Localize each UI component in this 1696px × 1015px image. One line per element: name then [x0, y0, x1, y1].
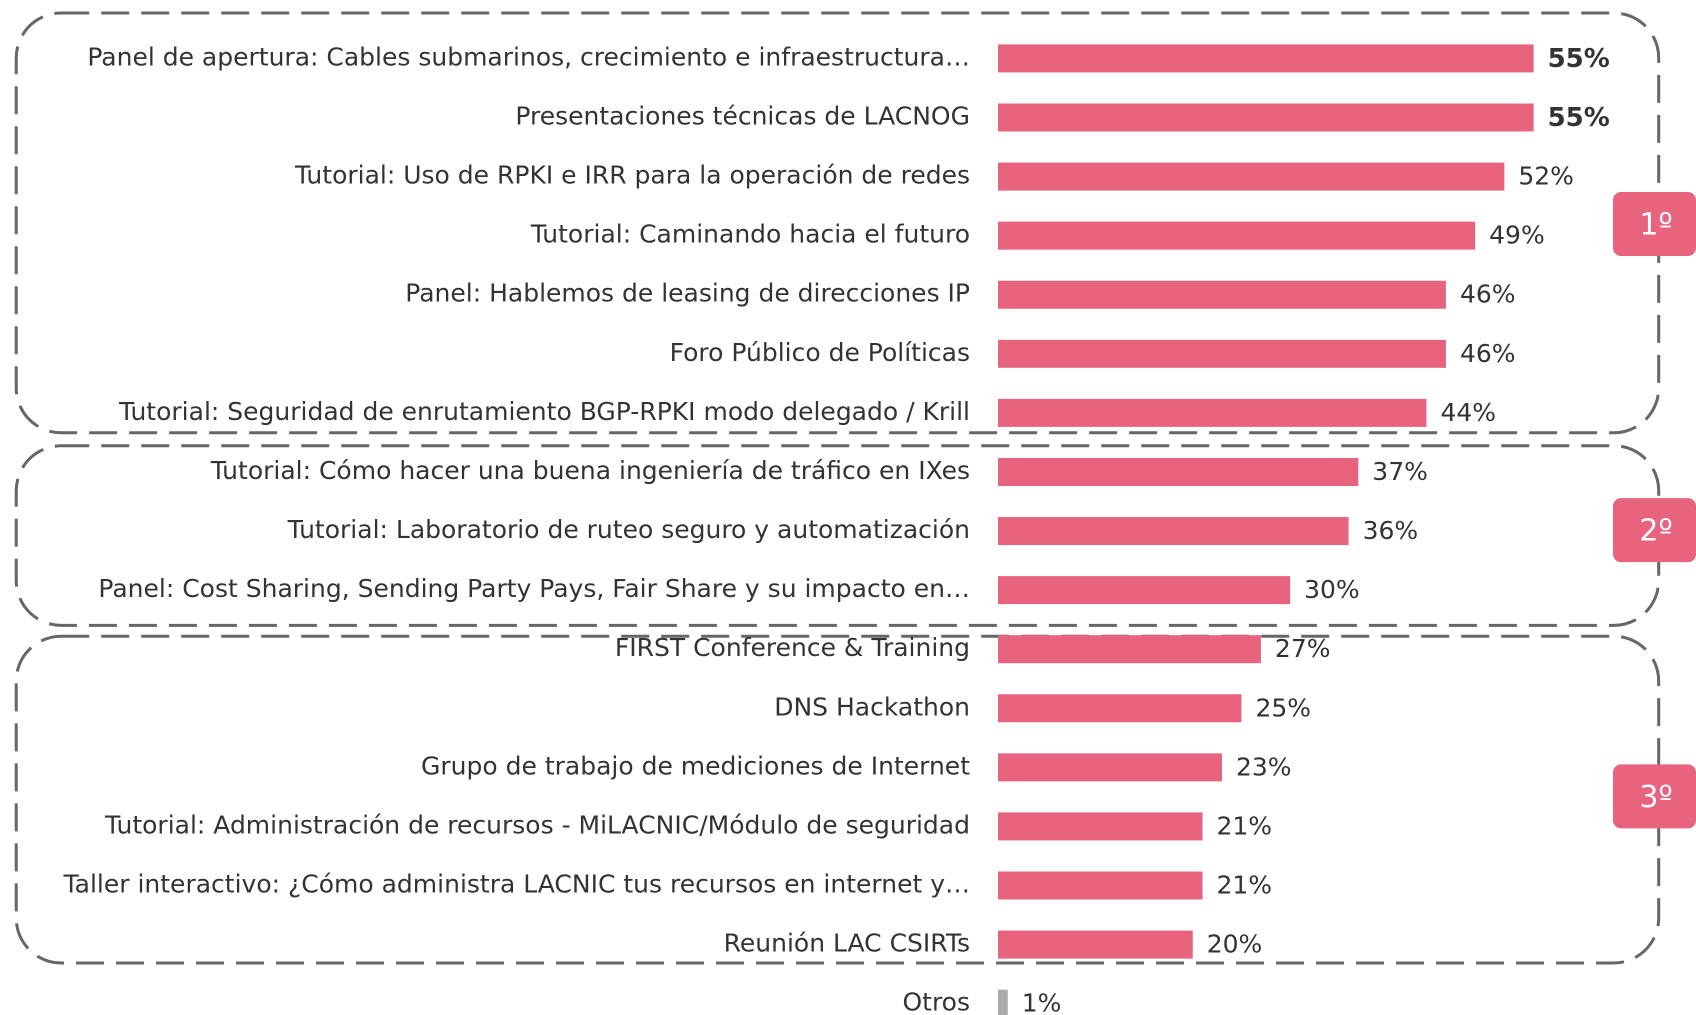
value-label: 23% — [1236, 752, 1292, 781]
category-label: Tutorial: Uso de RPKI e IRR para la oper… — [294, 161, 970, 190]
category-label: Tutorial: Cómo hacer una buena ingenierí… — [210, 456, 970, 485]
rank-badge — [1613, 191, 1696, 256]
bar — [998, 457, 1359, 486]
value-label: 30% — [1304, 575, 1360, 604]
bar — [998, 635, 1261, 664]
value-label: 36% — [1363, 516, 1419, 545]
bar — [998, 162, 1505, 191]
bar — [998, 280, 1446, 309]
value-label: 52% — [1518, 162, 1574, 191]
category-label: Panel: Hablemos de leasing de direccione… — [405, 279, 970, 308]
value-label: 49% — [1489, 221, 1545, 250]
value-label: 21% — [1216, 871, 1272, 900]
category-label: Grupo de trabajo de mediciones de Intern… — [421, 751, 970, 780]
bar — [998, 517, 1349, 546]
value-label: 20% — [1207, 930, 1263, 959]
category-label: Presentaciones técnicas de LACNOG — [515, 102, 970, 131]
bar — [998, 930, 1193, 959]
bar — [998, 812, 1203, 841]
bar — [998, 576, 1291, 605]
bar — [998, 989, 1008, 1015]
category-label: Taller interactivo: ¿Cómo administra LAC… — [63, 870, 970, 899]
category-label: FIRST Conference & Training — [615, 633, 970, 662]
bar — [998, 339, 1446, 368]
value-label: 25% — [1255, 693, 1311, 722]
value-label: 37% — [1372, 457, 1428, 486]
bar — [998, 753, 1222, 782]
bar — [998, 871, 1203, 900]
category-label: Tutorial: Administración de recursos - M… — [104, 810, 970, 839]
category-label: Reunión LAC CSIRTs — [724, 929, 970, 958]
rank-label: 1º — [1639, 207, 1672, 242]
category-label: Tutorial: Caminando hacia el futuro — [530, 220, 970, 249]
rank-badge — [1613, 498, 1696, 563]
category-label: DNS Hackathon — [774, 692, 970, 721]
bar — [998, 221, 1476, 250]
bar — [998, 398, 1427, 427]
category-label: Tutorial: Seguridad de enrutamiento BGP-… — [118, 397, 970, 426]
value-label: 1% — [1022, 989, 1062, 1015]
group-frame — [14, 634, 1661, 965]
category-label: Foro Público de Políticas — [670, 338, 970, 367]
category-label: Panel: Cost Sharing, Sending Party Pays,… — [98, 574, 970, 603]
bar — [998, 694, 1242, 723]
value-label: 21% — [1216, 811, 1272, 840]
value-label: 55% — [1548, 103, 1610, 133]
value-label: 27% — [1275, 634, 1331, 663]
category-label: Panel de apertura: Cables submarinos, cr… — [87, 42, 970, 71]
bar — [998, 44, 1534, 73]
rank-label: 3º — [1639, 780, 1672, 815]
category-label: Tutorial: Laboratorio de ruteo seguro y … — [287, 515, 970, 544]
category-label: Otros — [902, 988, 970, 1015]
bar — [998, 103, 1534, 132]
rank-label: 2º — [1639, 514, 1672, 549]
value-label: 44% — [1440, 398, 1496, 427]
rank-badge — [1613, 764, 1696, 829]
value-label: 46% — [1460, 339, 1516, 368]
value-label: 46% — [1460, 280, 1516, 309]
value-label: 55% — [1548, 44, 1610, 74]
